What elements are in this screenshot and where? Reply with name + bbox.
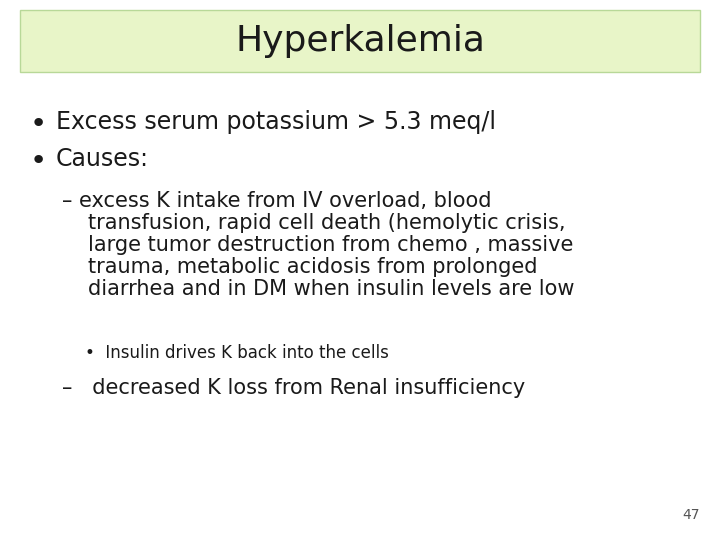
Text: Causes:: Causes: xyxy=(56,147,149,171)
Text: •  Insulin drives K back into the cells: • Insulin drives K back into the cells xyxy=(85,344,389,362)
Text: transfusion, rapid cell death (hemolytic crisis,: transfusion, rapid cell death (hemolytic… xyxy=(88,213,565,233)
Text: large tumor destruction from chemo , massive: large tumor destruction from chemo , mas… xyxy=(88,235,573,255)
Text: •: • xyxy=(30,147,48,175)
Text: diarrhea and in DM when insulin levels are low: diarrhea and in DM when insulin levels a… xyxy=(88,279,575,299)
Text: Excess serum potassium > 5.3 meq/l: Excess serum potassium > 5.3 meq/l xyxy=(56,110,496,134)
FancyBboxPatch shape xyxy=(20,10,700,72)
Text: 47: 47 xyxy=(683,508,700,522)
Text: – excess K intake from IV overload, blood: – excess K intake from IV overload, bloo… xyxy=(62,191,492,211)
Text: •: • xyxy=(30,110,48,138)
Text: –   decreased K loss from Renal insufficiency: – decreased K loss from Renal insufficie… xyxy=(62,378,526,398)
Text: Hyperkalemia: Hyperkalemia xyxy=(235,24,485,58)
Text: trauma, metabolic acidosis from prolonged: trauma, metabolic acidosis from prolonge… xyxy=(88,257,538,277)
